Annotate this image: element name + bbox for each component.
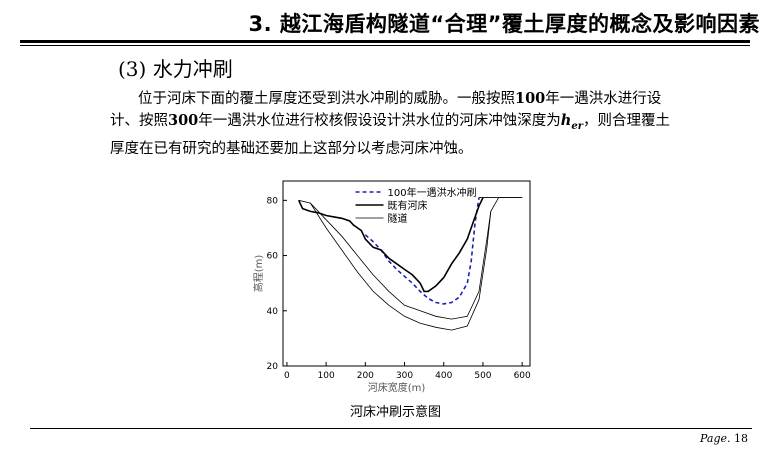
legend-label: 隧道 bbox=[388, 212, 408, 225]
series-line-2 bbox=[298, 197, 523, 320]
slide-title: 3. 越江海盾构隧道“合理”覆土厚度的概念及影响因素 bbox=[248, 12, 760, 36]
x-tick-label: 600 bbox=[514, 371, 531, 381]
plot-frame bbox=[282, 180, 531, 367]
title-rule-thick bbox=[20, 40, 750, 43]
para-text-1: 位于河床下面的覆土厚度还受到洪水冲刷的威胁。一般按照 bbox=[138, 91, 515, 107]
series-line-0 bbox=[364, 197, 480, 305]
page-number-value: 18 bbox=[734, 432, 748, 445]
section-title: 水力冲刷 bbox=[152, 57, 233, 81]
legend-label: 既有河床 bbox=[388, 199, 428, 212]
section-heading: (3) 水力冲刷 bbox=[118, 53, 233, 82]
x-tick-label: 100 bbox=[318, 371, 335, 381]
her-symbol: her bbox=[560, 112, 583, 132]
para-bold-100: 100 bbox=[515, 90, 546, 107]
x-tick-label: 400 bbox=[435, 371, 452, 381]
y-tick-label: 40 bbox=[267, 307, 279, 317]
page-label: Page. bbox=[699, 432, 731, 445]
riverbed-scour-chart: 0 100 200 300 400 500 600 20 40 60 80 河床宽度(m) 高程(m) 1… bbox=[252, 180, 531, 394]
section-number: (3) bbox=[118, 57, 147, 81]
body-paragraph: 位于河床下面的覆土厚度还受到洪水冲刷的威胁。一般按照100年一遇洪水进行设计、按… bbox=[110, 88, 675, 160]
y-tick-label: 80 bbox=[267, 196, 279, 206]
x-tick-label: 300 bbox=[396, 371, 413, 381]
x-tick-label: 500 bbox=[474, 371, 491, 381]
series-line-3 bbox=[310, 202, 492, 331]
bottom-rule bbox=[30, 428, 752, 429]
para-text-2: 年一遇洪水进行设计、按照 bbox=[110, 91, 662, 129]
y-axis-label: 高程(m) bbox=[252, 255, 265, 293]
y-tick-label: 20 bbox=[267, 362, 279, 372]
para-text-3: 年一遇洪水位进行校核假设设计洪水位的河床冲蚀深度为 bbox=[198, 113, 561, 129]
page-number: Page. 18 bbox=[700, 432, 748, 445]
para-bold-300: 300 bbox=[168, 112, 199, 129]
x-tick-label: 0 bbox=[284, 371, 290, 381]
x-axis-label: 河床宽度(m) bbox=[368, 381, 426, 394]
figure-caption: 河床冲刷示意图 bbox=[350, 405, 442, 420]
her-sub: er bbox=[571, 120, 583, 132]
her-main: h bbox=[560, 112, 572, 129]
legend-label: 100年一遇洪水冲刷 bbox=[388, 186, 477, 199]
series-line-1 bbox=[297, 197, 484, 293]
para-text-4: ，则合理覆土厚度在已有研究的基础还要加上这部分以考虑河床冲蚀。 bbox=[110, 113, 670, 157]
title-rule-thin bbox=[20, 45, 750, 46]
y-tick-label: 60 bbox=[267, 252, 279, 262]
x-tick-label: 200 bbox=[357, 371, 374, 381]
